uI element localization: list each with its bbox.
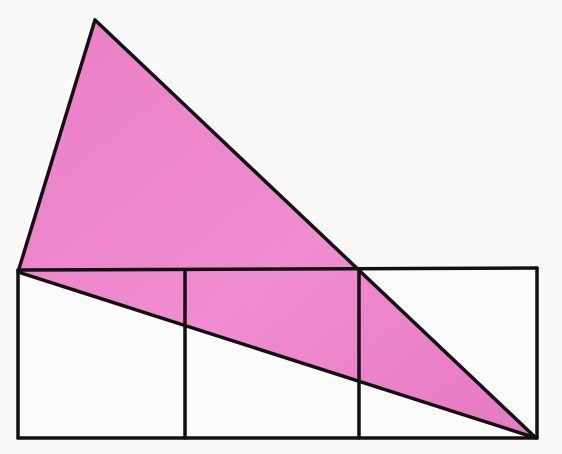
shaded-triangle	[18, 20, 536, 438]
triangle-diagonal-edge	[16, 270, 538, 440]
grid-top-edge	[16, 266, 539, 272]
triangle-long-edge	[93, 18, 538, 440]
triangle-left-edge	[16, 18, 97, 274]
